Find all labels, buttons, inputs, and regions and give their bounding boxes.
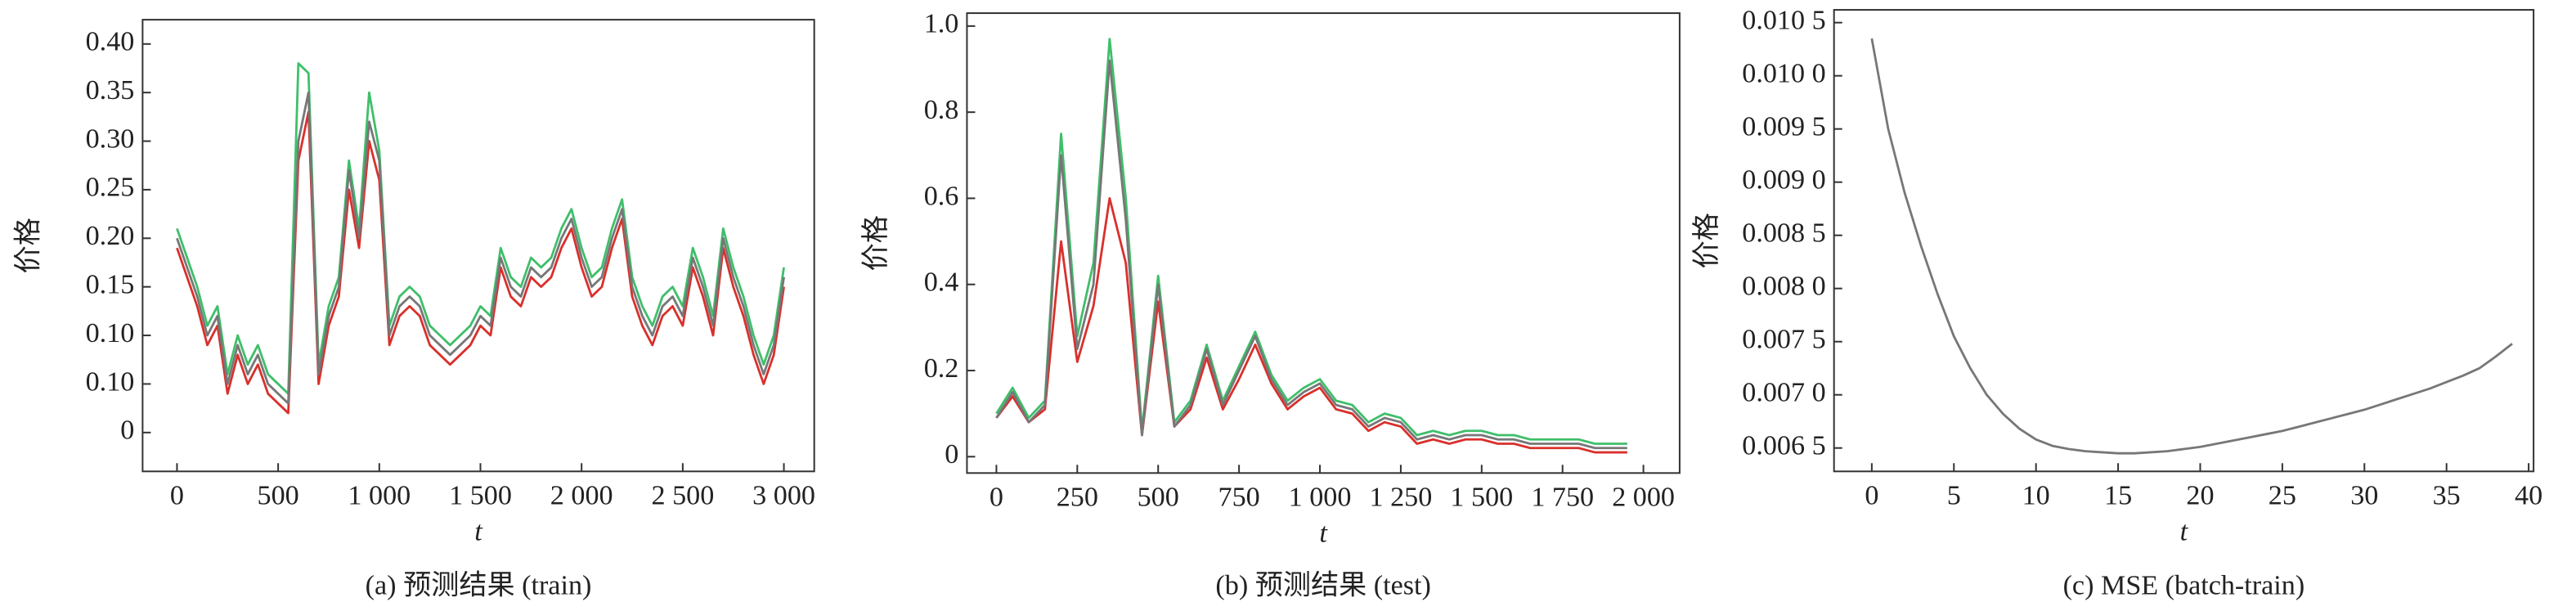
x-tick-label: 1 250 — [1370, 482, 1433, 512]
y-tick-label: 0.010 0 — [1742, 58, 1825, 88]
x-tick-label: 20 — [2186, 480, 2214, 510]
x-tick-label: 0 — [170, 480, 184, 510]
series-line — [995, 197, 1627, 454]
x-tick-label: 1 000 — [348, 480, 411, 510]
x-tick-label: 30 — [2350, 480, 2378, 510]
y-tick-label: 0.25 — [86, 173, 135, 203]
y-tick-label: 0.10 — [86, 318, 135, 348]
y-tick-label: 0.10 — [86, 366, 135, 397]
x-tick-label: 750 — [1218, 482, 1260, 512]
series-line — [995, 59, 1627, 450]
x-tick-label: 1 500 — [1450, 482, 1513, 512]
y-tick-label: 0.30 — [86, 124, 135, 154]
y-tick-label: 0.20 — [86, 221, 135, 251]
x-tick-label: 15 — [2104, 480, 2132, 510]
y-tick-label: 0.010 5 — [1742, 5, 1825, 35]
subplot-caption: (b) 预测结果 (test) — [1215, 570, 1430, 601]
y-tick-label: 0.4 — [924, 267, 959, 298]
x-tick-label: 2 500 — [651, 480, 714, 510]
y-axis-label: 价格 — [13, 218, 44, 273]
subplot-caption: (a) 预测结果 (train) — [366, 570, 592, 601]
y-axis-label: 价格 — [1691, 213, 1722, 268]
axes-frame — [141, 19, 815, 473]
x-tick-label: 500 — [1138, 482, 1179, 512]
y-tick-label: 0.009 5 — [1742, 111, 1825, 142]
y-tick-label: 1.0 — [924, 9, 959, 39]
series-line — [1870, 38, 2513, 455]
series-line — [176, 62, 785, 395]
y-tick-label: 0 — [945, 439, 958, 469]
y-axis-label: 价格 — [860, 215, 891, 271]
y-tick-label: 0.006 5 — [1742, 431, 1825, 461]
series-line — [176, 110, 785, 415]
x-axis-label: t — [2180, 516, 2189, 546]
y-tick-label: 0.15 — [86, 270, 135, 300]
y-tick-label: 0.009 0 — [1742, 165, 1825, 195]
series-line — [176, 91, 785, 405]
x-tick-label: 250 — [1057, 482, 1098, 512]
axes-frame — [966, 12, 1681, 474]
y-tick-label: 0.008 5 — [1742, 218, 1825, 249]
y-tick-label: 0.007 0 — [1742, 378, 1825, 408]
x-tick-label: 2 000 — [1612, 482, 1675, 512]
x-axis-label: t — [1319, 518, 1328, 548]
x-tick-label: 5 — [1947, 480, 1961, 510]
y-tick-label: 0 — [120, 416, 134, 446]
subplot: 0.006 5 0.007 0 0.007 5 0.008 0 0.008 5 0.009… — [1691, 5, 2542, 600]
x-tick-label: 1 750 — [1531, 482, 1594, 512]
y-tick-label: 0.2 — [924, 353, 959, 384]
x-tick-label: 0 — [990, 482, 1003, 512]
x-tick-label: 1 500 — [449, 480, 512, 510]
y-tick-label: 0.007 5 — [1742, 325, 1825, 355]
x-tick-label: 0 — [1865, 480, 1878, 510]
x-tick-label: 25 — [2269, 480, 2296, 510]
y-tick-label: 0.35 — [86, 75, 135, 106]
x-tick-label: 35 — [2433, 480, 2461, 510]
y-tick-label: 0.008 0 — [1742, 272, 1825, 302]
x-tick-label: 2 000 — [550, 480, 613, 510]
subplot: 0 0.10 0.10 0.15 0.20 0.25 0.30 0.35 0.40 0 500 1 0… — [13, 19, 815, 601]
subplot-caption: (c) MSE (batch-train) — [2063, 571, 2305, 601]
y-tick-label: 0.40 — [86, 27, 135, 57]
x-tick-label: 3 000 — [752, 480, 815, 510]
x-tick-label: 1 000 — [1289, 482, 1352, 512]
y-tick-label: 0.6 — [924, 181, 959, 211]
subplot: 0 0.2 0.4 0.6 0.8 1.0 0 250 500 750 1 000 1 250 1 50… — [860, 9, 1681, 601]
x-tick-label: 500 — [258, 480, 299, 510]
y-tick-label: 0.8 — [924, 95, 959, 125]
x-tick-label: 40 — [2515, 480, 2542, 510]
x-axis-label: t — [474, 516, 483, 546]
axes-frame — [1833, 9, 2535, 473]
series-line — [995, 38, 1627, 445]
x-tick-label: 10 — [2022, 480, 2050, 510]
